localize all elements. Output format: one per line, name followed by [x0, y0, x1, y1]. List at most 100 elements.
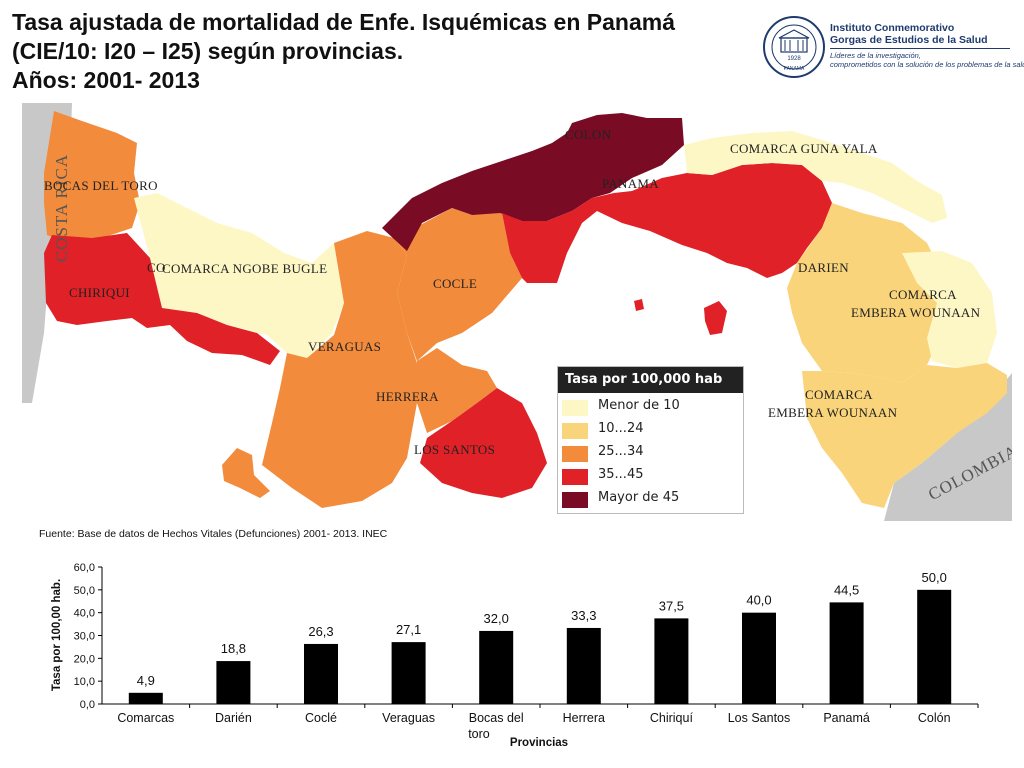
- institute-tagline-line-2: comprometidos con la solución de los pro…: [830, 60, 1024, 69]
- embera-wounaan-2-label-line-1: COMARCA: [805, 387, 873, 402]
- chart-labels: 4,9 Comarcas 18,8 Darién 26,3 Coclé 27,1 Veragu…: [117, 570, 950, 741]
- los-santos-label: LOS SANTOS: [414, 442, 496, 457]
- x-tick-label: Comarcas: [117, 711, 174, 725]
- bar-value-label: 32,0: [484, 611, 509, 626]
- legend-title: Tasa por 100,000 hab: [558, 367, 743, 393]
- bar-value-label: 37,5: [659, 598, 684, 613]
- x-tick-label: Bocas del: [469, 711, 524, 725]
- bar-chart: 0,0 10,0 20,0 30,0 40,0 50,0 60,0 4,9 Comarcas 1…: [51, 562, 979, 749]
- legend-item: 35...45: [558, 465, 743, 487]
- y-axis-label: Tasa por 100,00 hab.: [51, 579, 63, 691]
- coiba-island: [222, 448, 270, 498]
- bar-value-label: 40,0: [746, 593, 771, 608]
- x-tick-label: Coclé: [305, 711, 337, 725]
- guna-yala-region: [684, 131, 947, 223]
- legend-item: 10...24: [558, 419, 743, 441]
- x-tick-label-line-2: toro: [468, 727, 490, 741]
- legend-swatch: [562, 492, 588, 508]
- bocas-del-toro-label: BOCAS DEL TORO: [44, 178, 158, 193]
- institute-logo: 1928 PANAMA Instituto Conmemorativo Gorg…: [762, 14, 1024, 84]
- institute-name-line-2: Gorgas de Estudios de la Salud: [830, 34, 988, 46]
- legend-swatch: [562, 423, 588, 439]
- bar: [391, 642, 426, 704]
- bar: [917, 589, 952, 704]
- title-line-1: Tasa ajustada de mortalidad de Enfe. Isq…: [12, 9, 675, 35]
- bar-value-label: 27,1: [396, 622, 421, 637]
- logo-divider: [830, 48, 1010, 49]
- source-note: Fuente: Base de datos de Hechos Vitales …: [39, 528, 388, 540]
- bar: [479, 630, 514, 704]
- title-line-3: Años: 2001- 2013: [12, 67, 200, 93]
- y-tick-label: 40,0: [74, 608, 95, 620]
- bocas-del-toro-region: [44, 111, 140, 243]
- veraguas-region: [262, 231, 417, 508]
- costa-rica-label: COSTA RICA: [52, 153, 72, 263]
- embera-wounaan-2-label-line-2: EMBERA WOUNAAN: [768, 405, 898, 420]
- y-tick-label: 10,0: [74, 676, 95, 688]
- x-tick-label: Colón: [918, 711, 951, 725]
- embera-wounaan-1-label-line-2: EMBERA WOUNAAN: [851, 305, 981, 320]
- herrera-region: [417, 348, 497, 433]
- legend-label: 10...24: [598, 421, 644, 436]
- bar: [829, 602, 864, 704]
- bar-value-label: 44,5: [834, 582, 859, 597]
- herrera-label: HERRERA: [376, 389, 439, 404]
- colon-label: COLON: [565, 127, 612, 142]
- x-axis-label: Provincias: [510, 737, 568, 749]
- cocle-label: COCLE: [433, 276, 478, 291]
- pearl-island: [704, 301, 727, 335]
- colon-region: [382, 113, 684, 251]
- legend-label: 35...45: [598, 467, 644, 482]
- los-santos-region: [420, 388, 547, 498]
- seal-year: 1928: [787, 56, 801, 62]
- legend-label: 25...34: [598, 444, 644, 459]
- x-tick-label: Veraguas: [382, 711, 435, 725]
- chiriqui-region: [44, 233, 280, 365]
- legend-swatch: [562, 446, 588, 462]
- bar-value-label: 18,8: [221, 641, 246, 656]
- chart-title: Tasa ajustada de mortalidad de Enfe. Isq…: [12, 8, 757, 95]
- bar: [216, 661, 251, 704]
- legend-item: Menor de 10: [558, 396, 743, 418]
- cocle-region: [394, 203, 522, 361]
- legend-label: Menor de 10: [598, 398, 680, 413]
- panama-region: [502, 163, 832, 283]
- institute-name-line-1: Instituto Conmemorativo: [830, 22, 955, 34]
- institute-seal-icon: 1928 PANAMA: [763, 16, 825, 78]
- institute-tagline-line-1: Líderes de la investigación,: [830, 51, 921, 60]
- x-tick-label: Chiriquí: [650, 711, 694, 725]
- panama-label: PANAMA: [602, 176, 659, 191]
- embera-wounaan-1-label-line-1: COMARCA: [889, 287, 957, 302]
- x-tick-label: Panamá: [823, 711, 870, 725]
- taboga-island: [634, 299, 644, 311]
- province-map: COSTA RICA COLOMBIA BOCAS DEL TORO CHIRI…: [22, 103, 1012, 521]
- y-tick-label: 30,0: [74, 631, 95, 643]
- ngobe-bugle-co-label: CO: [147, 260, 166, 275]
- bar: [128, 692, 163, 704]
- bar: [566, 627, 601, 704]
- map-legend: Tasa por 100,000 hab Menor de 10 10...24…: [557, 366, 744, 514]
- bar-value-label: 26,3: [308, 624, 333, 639]
- ngobe-bugle-label: COMARCA NGOBE BUGLE: [162, 261, 328, 276]
- chart-bars: [128, 589, 952, 704]
- ngobe-bugle-region: [134, 193, 344, 358]
- darien-region: [787, 203, 952, 383]
- embera-wounaan-region-1: [902, 251, 997, 368]
- legend-item: 25...34: [558, 442, 743, 464]
- legend-item: Mayor de 45: [558, 488, 743, 510]
- legend-swatch: [562, 469, 588, 485]
- embera-wounaan-region-2: [802, 363, 1007, 508]
- title-line-2: (CIE/10: I20 – I25) según provincias.: [12, 38, 404, 64]
- bar: [654, 618, 689, 704]
- legend-label: Mayor de 45: [598, 490, 680, 505]
- y-tick-label: 20,0: [74, 653, 95, 665]
- x-tick-label: Herrera: [563, 711, 605, 725]
- y-tick-label: 50,0: [74, 585, 95, 597]
- guna-yala-label: COMARCA GUNA YALA: [730, 141, 878, 156]
- bar-value-label: 4,9: [137, 673, 155, 688]
- chiriqui-label: CHIRIQUI: [69, 285, 130, 300]
- legend-swatch: [562, 400, 588, 416]
- y-tick-label: 0,0: [80, 699, 95, 711]
- bar: [742, 612, 776, 704]
- bar-value-label: 50,0: [922, 570, 947, 585]
